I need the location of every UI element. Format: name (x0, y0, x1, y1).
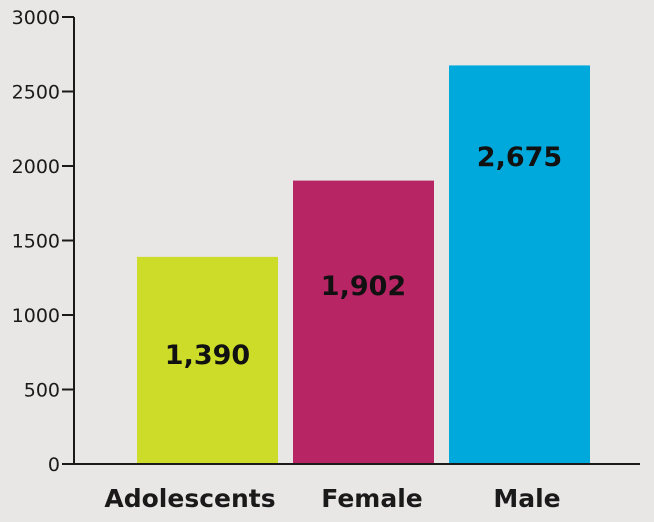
category-label-adolescents: Adolescents (104, 484, 275, 513)
y-tick-label-2000: 2000 (12, 156, 60, 178)
y-tick-label-1500: 1500 (12, 231, 60, 253)
y-tick-label-500: 500 (24, 380, 60, 402)
category-label-male: Male (493, 484, 560, 513)
bar-adolescents (137, 256, 278, 464)
bar-male (449, 65, 590, 465)
value-label-male: 2,675 (477, 142, 562, 173)
value-label-adolescents: 1,390 (165, 340, 250, 371)
y-tick-label-0: 0 (48, 454, 60, 476)
y-tick-label-1000: 1000 (12, 305, 60, 327)
bar-female (293, 180, 434, 465)
value-label-female: 1,902 (321, 271, 406, 302)
y-tick-label-2500: 2500 (12, 82, 60, 104)
y-tick-label-3000: 3000 (12, 7, 60, 29)
category-label-female: Female (321, 484, 422, 513)
